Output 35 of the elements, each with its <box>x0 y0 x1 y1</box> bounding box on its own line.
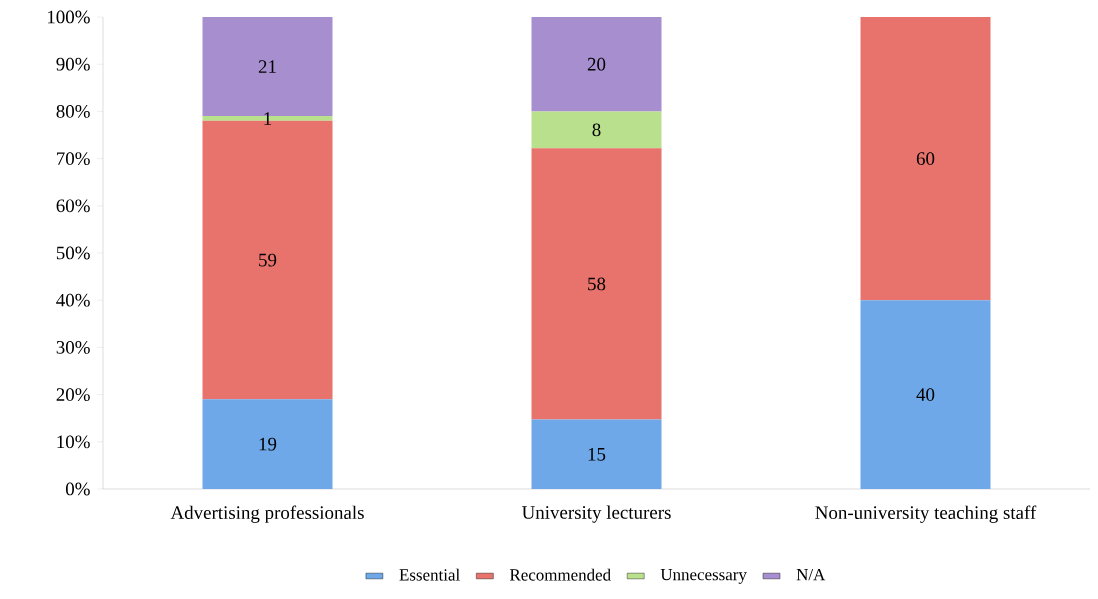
x-tick-label: Non-university teaching staff <box>815 505 1037 523</box>
legend-label: N/A <box>796 568 826 581</box>
data-label: 58 <box>588 277 606 291</box>
y-tick-label: 90% <box>56 57 90 71</box>
y-tick-label: 0% <box>65 482 90 496</box>
y-tick-label: 10% <box>57 435 90 449</box>
y-tick-label: 50% <box>56 246 90 260</box>
legend-label: Recommended <box>509 568 611 581</box>
data-label: 15 <box>588 447 606 461</box>
data-label: 40 <box>916 388 935 401</box>
bar <box>531 111 662 149</box>
legend-label: Essential <box>399 568 460 581</box>
bar <box>531 148 662 420</box>
data-label: 19 <box>259 437 277 451</box>
bar <box>860 300 991 489</box>
data-label: 1 <box>264 112 272 125</box>
y-tick-label: 80% <box>56 104 90 118</box>
y-tick-label: 70% <box>57 152 90 166</box>
x-tick-label: Advertising professionals <box>170 505 364 523</box>
bar <box>860 17 991 301</box>
x-tick-label: University lecturers <box>521 505 671 523</box>
y-tick-label: 60% <box>56 199 90 213</box>
y-tick-label: 20% <box>56 388 90 402</box>
bar <box>531 419 662 489</box>
data-label: 60 <box>916 152 935 165</box>
data-label: 21 <box>258 60 276 73</box>
bar <box>202 399 333 489</box>
data-label: 59 <box>259 253 277 267</box>
y-tick-label: 100% <box>47 10 90 24</box>
bar <box>531 17 662 112</box>
y-tick-label: 30% <box>56 340 90 354</box>
data-label: 20 <box>587 57 606 71</box>
legend-label: Unnecessary <box>660 569 747 584</box>
y-tick-label: 40% <box>56 293 90 307</box>
data-label: 8 <box>592 123 601 137</box>
